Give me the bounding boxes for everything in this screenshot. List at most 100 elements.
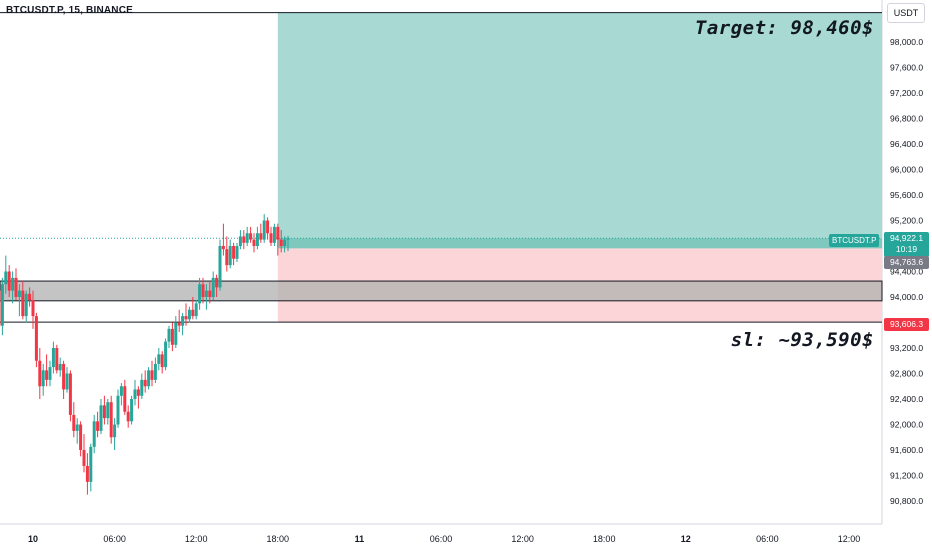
candle-body <box>62 363 66 390</box>
candle-body <box>201 284 205 297</box>
candle-body <box>242 236 246 243</box>
price-tick-label: 92,000.0 <box>890 420 923 430</box>
time-tick-label: 12:00 <box>185 534 208 544</box>
candle-body <box>286 238 290 240</box>
last-price-tag: 94,922.1 10:19 <box>884 232 929 257</box>
currency-button[interactable]: USDT <box>887 3 925 23</box>
candle-body <box>279 239 283 246</box>
candle-body <box>45 370 49 380</box>
candle-body <box>17 290 21 297</box>
price-tick-label: 92,400.0 <box>890 394 923 404</box>
candle-body <box>106 402 110 419</box>
price-tick-label: 97,600.0 <box>890 63 923 73</box>
candle-body <box>116 395 120 425</box>
candle-body <box>283 239 287 246</box>
candle-body <box>218 246 222 288</box>
time-tick-label: 18:00 <box>593 534 616 544</box>
candle-body <box>96 421 100 431</box>
candle-body <box>99 405 103 431</box>
candle-body <box>72 414 76 431</box>
candle-body <box>130 399 134 422</box>
candle-body <box>174 322 178 345</box>
candle-body <box>187 309 191 320</box>
candle-body <box>113 424 117 438</box>
candle-body <box>269 233 273 243</box>
price-tick-label: 90,800.0 <box>890 496 923 506</box>
price-tick-label: 91,600.0 <box>890 445 923 455</box>
price-tick-label: 95,200.0 <box>890 216 923 226</box>
entry-price-tag: 94,763.6 <box>884 256 929 269</box>
symbol-price-tag: BTCUSDT.P <box>829 234 880 247</box>
candle-body <box>208 290 212 297</box>
candle-body <box>160 354 164 368</box>
candle-body <box>262 220 266 240</box>
time-tick-label: 11 <box>355 534 365 544</box>
candle-body <box>140 379 144 396</box>
candle-body <box>68 373 72 415</box>
candle-body <box>181 316 185 326</box>
open-profit-band <box>277 238 882 249</box>
candle-body <box>58 363 62 371</box>
time-tick-label: 18:00 <box>267 534 290 544</box>
candle-body <box>211 277 215 297</box>
candle-body <box>133 389 137 399</box>
target-zone[interactable] <box>277 12 882 249</box>
candle-body <box>157 354 161 364</box>
candle-body <box>276 226 280 240</box>
candle-body <box>92 421 96 447</box>
candle-body <box>147 370 151 387</box>
candle-body <box>232 246 236 259</box>
candle-body <box>21 290 25 317</box>
candle-body <box>65 373 69 390</box>
candle-body <box>259 233 263 240</box>
candle-body <box>194 303 198 317</box>
candle-body <box>266 220 270 234</box>
candle-body <box>136 389 140 396</box>
price-tick-label: 91,200.0 <box>890 471 923 481</box>
last-price-value: 94,922.1 <box>889 233 924 243</box>
candle-body <box>235 246 239 259</box>
candle-body <box>150 370 154 380</box>
price-tick-label: 97,200.0 <box>890 88 923 98</box>
price-tick-label: 94,400.0 <box>890 267 923 277</box>
price-tick-label: 93,200.0 <box>890 343 923 353</box>
ticker-label[interactable]: BTCUSDT.P, 15, BINANCE <box>6 5 134 16</box>
candle-body <box>14 277 18 297</box>
candle-body <box>34 316 38 361</box>
candle-body <box>55 348 59 371</box>
candle-body <box>51 348 55 368</box>
candle-body <box>119 386 123 396</box>
time-tick-label: 06:00 <box>756 534 779 544</box>
stop-loss-annotation: sl: ~93,590$ <box>730 329 874 351</box>
candle-body <box>31 300 35 317</box>
candle-body <box>164 341 168 368</box>
countdown-value: 10:19 <box>895 244 918 254</box>
candle-body <box>7 271 11 291</box>
price-tick-label: 96,400.0 <box>890 139 923 149</box>
candle-body <box>143 379 147 387</box>
candle-body <box>255 233 259 246</box>
price-tick-label: 94,000.0 <box>890 292 923 302</box>
candle-body <box>198 284 202 304</box>
candle-body <box>82 450 86 466</box>
price-tick-label: 98,000.0 <box>890 37 923 47</box>
candle-body <box>75 424 79 431</box>
candle-body <box>24 293 28 317</box>
time-tick-label: 10 <box>28 534 38 544</box>
candle-body <box>153 363 157 380</box>
candle-body <box>11 277 15 291</box>
time-tick-label: 06:00 <box>103 534 126 544</box>
candle-body <box>191 309 195 317</box>
candle-body <box>221 246 225 250</box>
candle-body <box>28 293 32 301</box>
candle-body <box>245 233 249 243</box>
price-tick-label: 92,800.0 <box>890 369 923 379</box>
support-zone[interactable] <box>0 280 883 302</box>
candle-body <box>170 328 174 345</box>
time-tick-label: 06:00 <box>430 534 453 544</box>
price-tick-label: 96,800.0 <box>890 114 923 124</box>
price-tick-label: 95,600.0 <box>890 190 923 200</box>
candle-body <box>41 370 45 387</box>
candle-body <box>48 367 52 380</box>
